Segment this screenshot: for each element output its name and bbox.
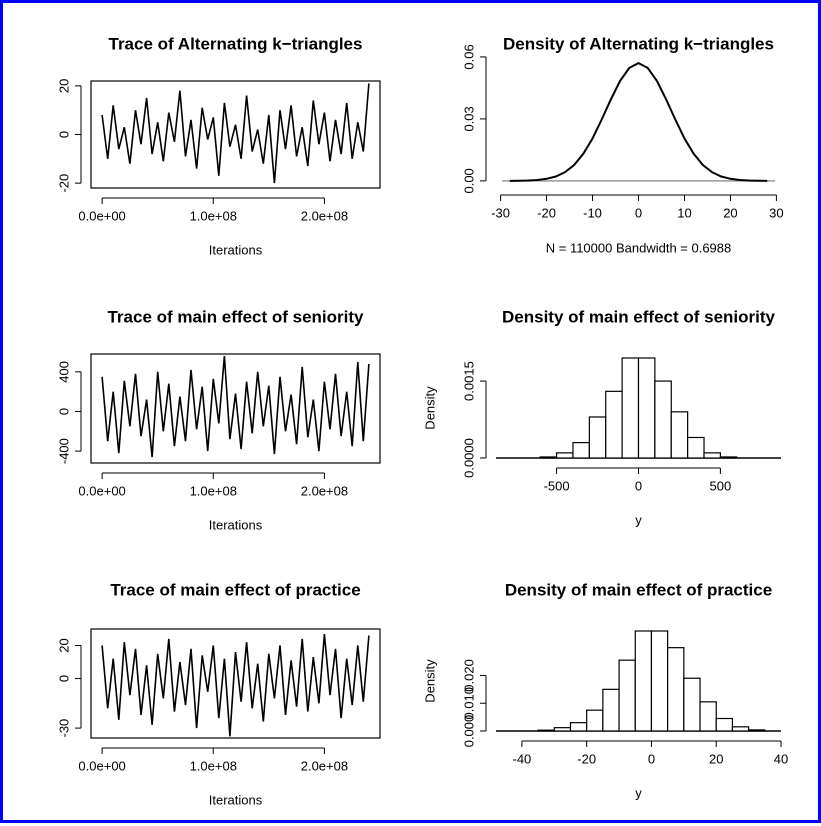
histogram-bar	[539, 456, 558, 459]
x-tick-label: 1.0e+08	[190, 483, 237, 498]
x-tick-label: 20	[723, 205, 737, 220]
y-tick-label: 0.00	[461, 168, 476, 193]
histogram-bar	[602, 688, 620, 732]
x-tick-label: -30	[491, 205, 510, 220]
histogram-bar	[719, 456, 738, 459]
y-tick-label: 20	[56, 79, 71, 93]
plot-frame	[90, 628, 381, 739]
x-tick-label: 0	[648, 751, 655, 766]
x-tick-label: 2.0e+08	[301, 758, 348, 773]
x-tick-label: 1.0e+08	[190, 758, 237, 773]
y-tick-label: -20	[56, 174, 71, 193]
x-tick-label: 0.0e+00	[78, 208, 125, 223]
x-axis-label: Iterations	[209, 517, 263, 532]
histogram-bar	[637, 357, 656, 459]
y-tick-label: -400	[56, 438, 71, 464]
histogram-bar	[715, 717, 734, 732]
histogram-bar	[703, 452, 721, 459]
subtitle: N = 110000 Bandwidth = 0.6988	[546, 240, 732, 255]
chart: Trace of Alternating k−triangles 0.0e+00 1…	[56, 34, 788, 807]
plot-frame	[90, 80, 381, 189]
histogram-bar	[588, 416, 607, 459]
histogram-bar	[634, 630, 653, 732]
x-tick-label: -500	[544, 478, 570, 493]
x-tick-label: 30	[769, 205, 783, 220]
x-tick-label: 1.0e+08	[190, 208, 237, 223]
x-tick-label: 20	[709, 751, 723, 766]
x-tick-label: 500	[710, 478, 732, 493]
x-axis-label: Iterations	[209, 792, 263, 807]
y-tick-label: 0	[56, 408, 71, 415]
series-line	[509, 61, 768, 182]
histogram-bar	[556, 452, 574, 459]
y-tick-label: 0	[56, 131, 71, 138]
x-tick-label: 0	[635, 478, 642, 493]
histogram-bar	[687, 436, 705, 459]
x-axis-label: y	[635, 512, 642, 527]
panel-title: Trace of Alternating k−triangles	[109, 34, 363, 53]
histogram-bar	[605, 390, 623, 459]
y-tick-label: 0.03	[461, 106, 476, 131]
histogram-bar	[748, 729, 766, 732]
x-tick-label: 0.0e+00	[78, 758, 125, 773]
series-line	[101, 355, 370, 458]
histogram-bar	[670, 411, 689, 459]
y-tick-label: -30	[56, 719, 71, 738]
x-tick-label: -20	[537, 205, 556, 220]
series-line	[101, 633, 370, 737]
histogram-bar	[654, 380, 672, 459]
histogram-bar	[569, 722, 588, 732]
x-tick-label: 0	[635, 205, 642, 220]
y-tick-label: 0.020	[461, 659, 476, 692]
x-tick-label: 2.0e+08	[301, 483, 348, 498]
y-tick-label: 20	[56, 638, 71, 652]
panel-title: Density of main effect of seniority	[502, 307, 776, 326]
y-tick-label: 0.06	[461, 44, 476, 69]
y-tick-label: 0.010	[461, 687, 476, 720]
histogram-bar	[731, 726, 750, 732]
histogram-bar	[699, 701, 717, 732]
plot-frame	[90, 353, 381, 464]
y-tick-label: 0.0000	[461, 438, 476, 478]
y-tick-label: 0	[56, 675, 71, 682]
histogram-bar	[667, 647, 685, 732]
histogram-bar	[618, 659, 636, 732]
histogram-bar	[553, 727, 572, 732]
histogram-bar	[572, 442, 590, 459]
series-line	[101, 83, 370, 184]
histogram-bar	[650, 630, 669, 732]
x-tick-label: -10	[583, 205, 602, 220]
x-tick-label: 0.0e+00	[78, 483, 125, 498]
x-tick-label: -20	[577, 751, 596, 766]
histogram-bar	[683, 677, 701, 732]
panel-title: Density of Alternating k−triangles	[503, 34, 774, 53]
x-axis-label: Iterations	[209, 242, 263, 257]
x-tick-label: 40	[774, 751, 788, 766]
y-tick-label: 0.0015	[461, 361, 476, 401]
x-axis-label: y	[635, 785, 642, 800]
y-tick-label: 0.000	[461, 715, 476, 748]
y-axis-label: Density	[422, 659, 437, 703]
x-tick-label: -40	[513, 751, 532, 766]
panel-title: Trace of main effect of practice	[110, 580, 360, 599]
x-tick-label: 10	[677, 205, 691, 220]
histogram-bar	[537, 729, 555, 732]
histogram-bar	[621, 357, 640, 459]
y-tick-label: 400	[56, 361, 71, 383]
y-axis-label: Density	[422, 386, 437, 430]
x-tick-label: 2.0e+08	[301, 208, 348, 223]
panel-title: Density of main effect of practice	[505, 580, 772, 599]
histogram-bar	[586, 709, 604, 732]
panel-title: Trace of main effect of seniority	[107, 307, 364, 326]
